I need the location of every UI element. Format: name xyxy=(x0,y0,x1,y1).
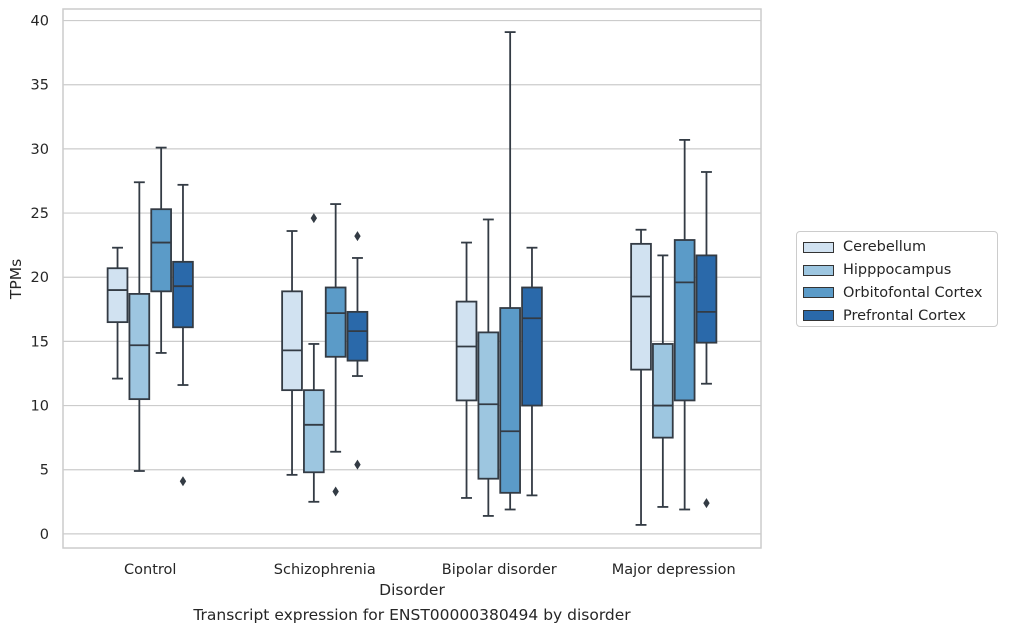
box-iqr xyxy=(172,260,194,329)
y-axis-label: TPMs xyxy=(7,259,25,300)
box-iqr xyxy=(477,331,500,480)
box-hipppocampus xyxy=(477,218,500,517)
x-tick-label: Major depression xyxy=(612,562,736,578)
box-hipppocampus xyxy=(128,181,151,472)
box-prefrontal-cortex xyxy=(346,231,369,470)
y-tick-label: 15 xyxy=(31,334,49,350)
box-iqr xyxy=(128,292,151,401)
outlier-point xyxy=(703,498,710,509)
box-iqr xyxy=(499,307,521,494)
box-cerebellum xyxy=(455,241,478,499)
x-tick-label: Bipolar disorder xyxy=(442,562,557,578)
legend-label: Hipppocampus xyxy=(843,262,952,279)
box-iqr xyxy=(695,254,718,344)
box-hipppocampus xyxy=(652,254,674,508)
box-prefrontal-cortex xyxy=(695,171,718,509)
outlier-point xyxy=(354,231,361,242)
box-iqr xyxy=(673,239,696,402)
legend-label: Cerebellum xyxy=(843,239,927,256)
box-layer xyxy=(106,31,718,526)
box-iqr xyxy=(521,286,543,407)
legend-label: Orbitofontal Cortex xyxy=(843,284,983,301)
box-iqr xyxy=(150,208,172,293)
x-tick-labels: Control Schizophrenia Bipolar disorder Majo… xyxy=(124,562,736,578)
legend-item: Cerebellum xyxy=(803,236,997,259)
outlier-point xyxy=(179,476,187,487)
y-tick-label: 40 xyxy=(31,14,49,30)
box-iqr xyxy=(455,300,478,402)
y-tick-label: 35 xyxy=(31,78,49,94)
x-tick-label: Schizophrenia xyxy=(274,562,376,578)
box-orbitofontal-cortex xyxy=(673,138,696,511)
box-hipppocampus xyxy=(303,213,325,503)
outlier-point xyxy=(310,213,318,224)
x-tick-label: Control xyxy=(124,562,176,578)
legend-swatch xyxy=(803,264,834,276)
box-orbitofontal-cortex xyxy=(324,203,347,497)
box-iqr xyxy=(630,242,652,371)
y-tick-label: 10 xyxy=(31,399,49,415)
legend-swatch xyxy=(803,310,834,322)
box-iqr xyxy=(281,290,303,392)
box-iqr xyxy=(303,389,325,474)
y-tick-label: 30 xyxy=(31,142,49,158)
box-cerebellum xyxy=(281,230,303,476)
legend-label: Prefrontal Cortex xyxy=(843,307,966,324)
box-prefrontal-cortex xyxy=(172,183,194,487)
legend-swatch xyxy=(803,241,834,253)
legend: Cerebellum Hipppocampus Orbitofontal Corte… xyxy=(796,231,998,327)
x-axis-label: Disorder xyxy=(379,581,445,599)
outlier-point xyxy=(354,459,361,470)
box-iqr xyxy=(324,286,347,358)
legend-item: Orbitofontal Cortex xyxy=(803,282,997,305)
box-iqr xyxy=(106,267,129,324)
box-cerebellum xyxy=(106,246,129,380)
legend-item: Prefrontal Cortex xyxy=(803,304,997,327)
y-tick-label: 5 xyxy=(40,463,49,479)
plot-frame xyxy=(62,8,762,549)
box-iqr xyxy=(652,343,674,439)
box-iqr xyxy=(346,310,369,362)
box-orbitofontal-cortex xyxy=(150,146,172,354)
box-cerebellum xyxy=(630,228,652,526)
legend-swatch xyxy=(803,287,834,299)
y-tick-label: 0 xyxy=(40,527,49,543)
legend-item: Hipppocampus xyxy=(803,259,997,282)
y-tick-label: 25 xyxy=(31,206,49,222)
chart-caption: Transcript expression for ENST0000038049… xyxy=(193,606,631,624)
box-prefrontal-cortex xyxy=(521,246,543,497)
y-tick-labels: 0 5 10 15 20 25 30 35 40 xyxy=(31,14,49,543)
y-tick-label: 20 xyxy=(31,270,49,286)
outlier-point xyxy=(332,486,339,497)
box-orbitofontal-cortex xyxy=(499,31,521,511)
